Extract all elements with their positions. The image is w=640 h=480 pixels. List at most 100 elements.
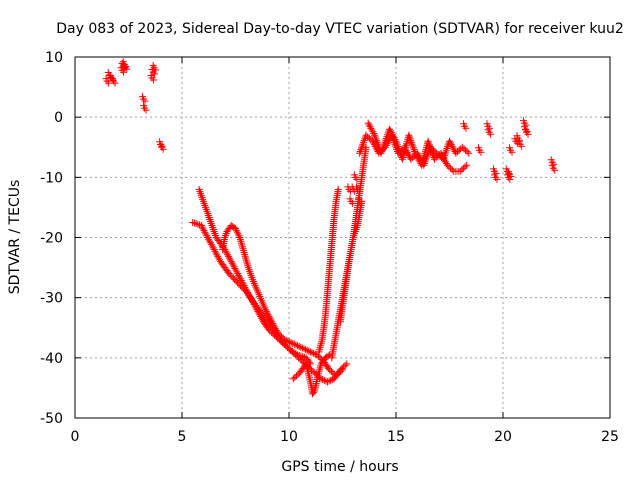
data-point	[487, 130, 495, 138]
data-point	[364, 133, 372, 141]
y-tick-label: 0	[54, 110, 63, 126]
data-point	[290, 349, 298, 357]
data-point	[105, 79, 113, 87]
data-point	[461, 163, 469, 171]
y-tick-label: -40	[40, 351, 63, 367]
data-point	[357, 199, 365, 207]
data-point	[393, 139, 401, 147]
data-point	[507, 172, 515, 180]
data-point	[314, 352, 322, 360]
data-point	[547, 156, 555, 164]
data-point	[285, 345, 293, 353]
data-point	[274, 334, 282, 342]
data-point	[508, 148, 516, 156]
data-point	[317, 375, 325, 383]
data-point	[524, 130, 532, 138]
data-point	[409, 144, 417, 152]
data-point	[309, 367, 317, 375]
data-point	[334, 185, 342, 193]
data-point	[120, 61, 128, 69]
data-point	[459, 120, 467, 128]
data-point	[157, 141, 165, 149]
data-point	[232, 226, 240, 234]
data-point	[362, 143, 370, 151]
data-point	[358, 142, 366, 150]
data-point	[392, 137, 400, 145]
data-point	[355, 187, 363, 195]
data-point	[303, 346, 311, 354]
data-point	[289, 340, 297, 348]
series-cluster-13	[344, 171, 365, 207]
data-point	[240, 247, 248, 255]
x-tick-label: 25	[601, 429, 619, 445]
y-tick-label: -50	[40, 411, 63, 427]
data-point	[409, 154, 417, 162]
data-point	[302, 346, 310, 354]
data-point	[327, 376, 335, 384]
data-point	[327, 367, 335, 375]
data-point	[447, 164, 455, 172]
data-point	[442, 146, 450, 154]
data-point	[243, 260, 251, 268]
data-point	[477, 148, 485, 156]
data-point	[308, 349, 316, 357]
data-point	[102, 75, 110, 83]
data-point	[518, 142, 526, 150]
grid-lines	[75, 57, 610, 418]
data-point	[288, 348, 296, 356]
data-point	[458, 143, 466, 151]
data-point	[338, 364, 346, 372]
data-point	[300, 345, 308, 353]
data-point	[443, 161, 451, 169]
data-point	[359, 140, 367, 148]
data-point	[237, 237, 245, 245]
data-point	[242, 254, 250, 262]
data-point	[272, 333, 280, 341]
data-point	[150, 76, 158, 84]
data-point	[491, 171, 499, 179]
data-point	[232, 224, 239, 232]
data-point	[290, 340, 298, 348]
data-point	[355, 195, 363, 203]
data-point	[548, 162, 556, 170]
data-point	[455, 146, 463, 154]
data-point	[394, 143, 402, 151]
data-point	[454, 148, 462, 156]
data-point	[269, 330, 277, 338]
data-point	[243, 258, 251, 266]
data-point	[365, 134, 373, 142]
data-point	[410, 146, 418, 154]
y-tick-label: 10	[45, 50, 63, 66]
x-tick-label: 10	[280, 429, 298, 445]
data-point	[520, 123, 528, 131]
data-point	[408, 140, 416, 148]
data-point	[282, 342, 290, 350]
data-point	[297, 343, 305, 351]
data-point	[305, 347, 313, 355]
x-tick-label: 20	[494, 429, 512, 445]
data-point	[192, 220, 200, 228]
data-point	[147, 72, 155, 80]
data-point	[427, 146, 435, 154]
data-point	[142, 106, 150, 114]
data-point	[225, 270, 233, 278]
data-point	[120, 68, 128, 76]
data-point	[287, 346, 295, 354]
data-point	[462, 146, 470, 154]
y-tick-label: -20	[40, 231, 63, 247]
data-point	[407, 138, 415, 146]
data-point	[266, 327, 274, 335]
data-point	[484, 126, 492, 134]
data-point	[405, 133, 413, 141]
data-point	[360, 137, 368, 145]
data-point	[458, 166, 466, 174]
data-point	[359, 138, 367, 146]
data-point	[141, 97, 149, 105]
data-point	[295, 343, 303, 351]
data-point	[428, 148, 436, 156]
data-point	[407, 137, 415, 145]
x-tick-label: 5	[178, 429, 187, 445]
data-points	[102, 58, 559, 398]
data-point	[287, 339, 295, 347]
data-point	[431, 155, 439, 163]
